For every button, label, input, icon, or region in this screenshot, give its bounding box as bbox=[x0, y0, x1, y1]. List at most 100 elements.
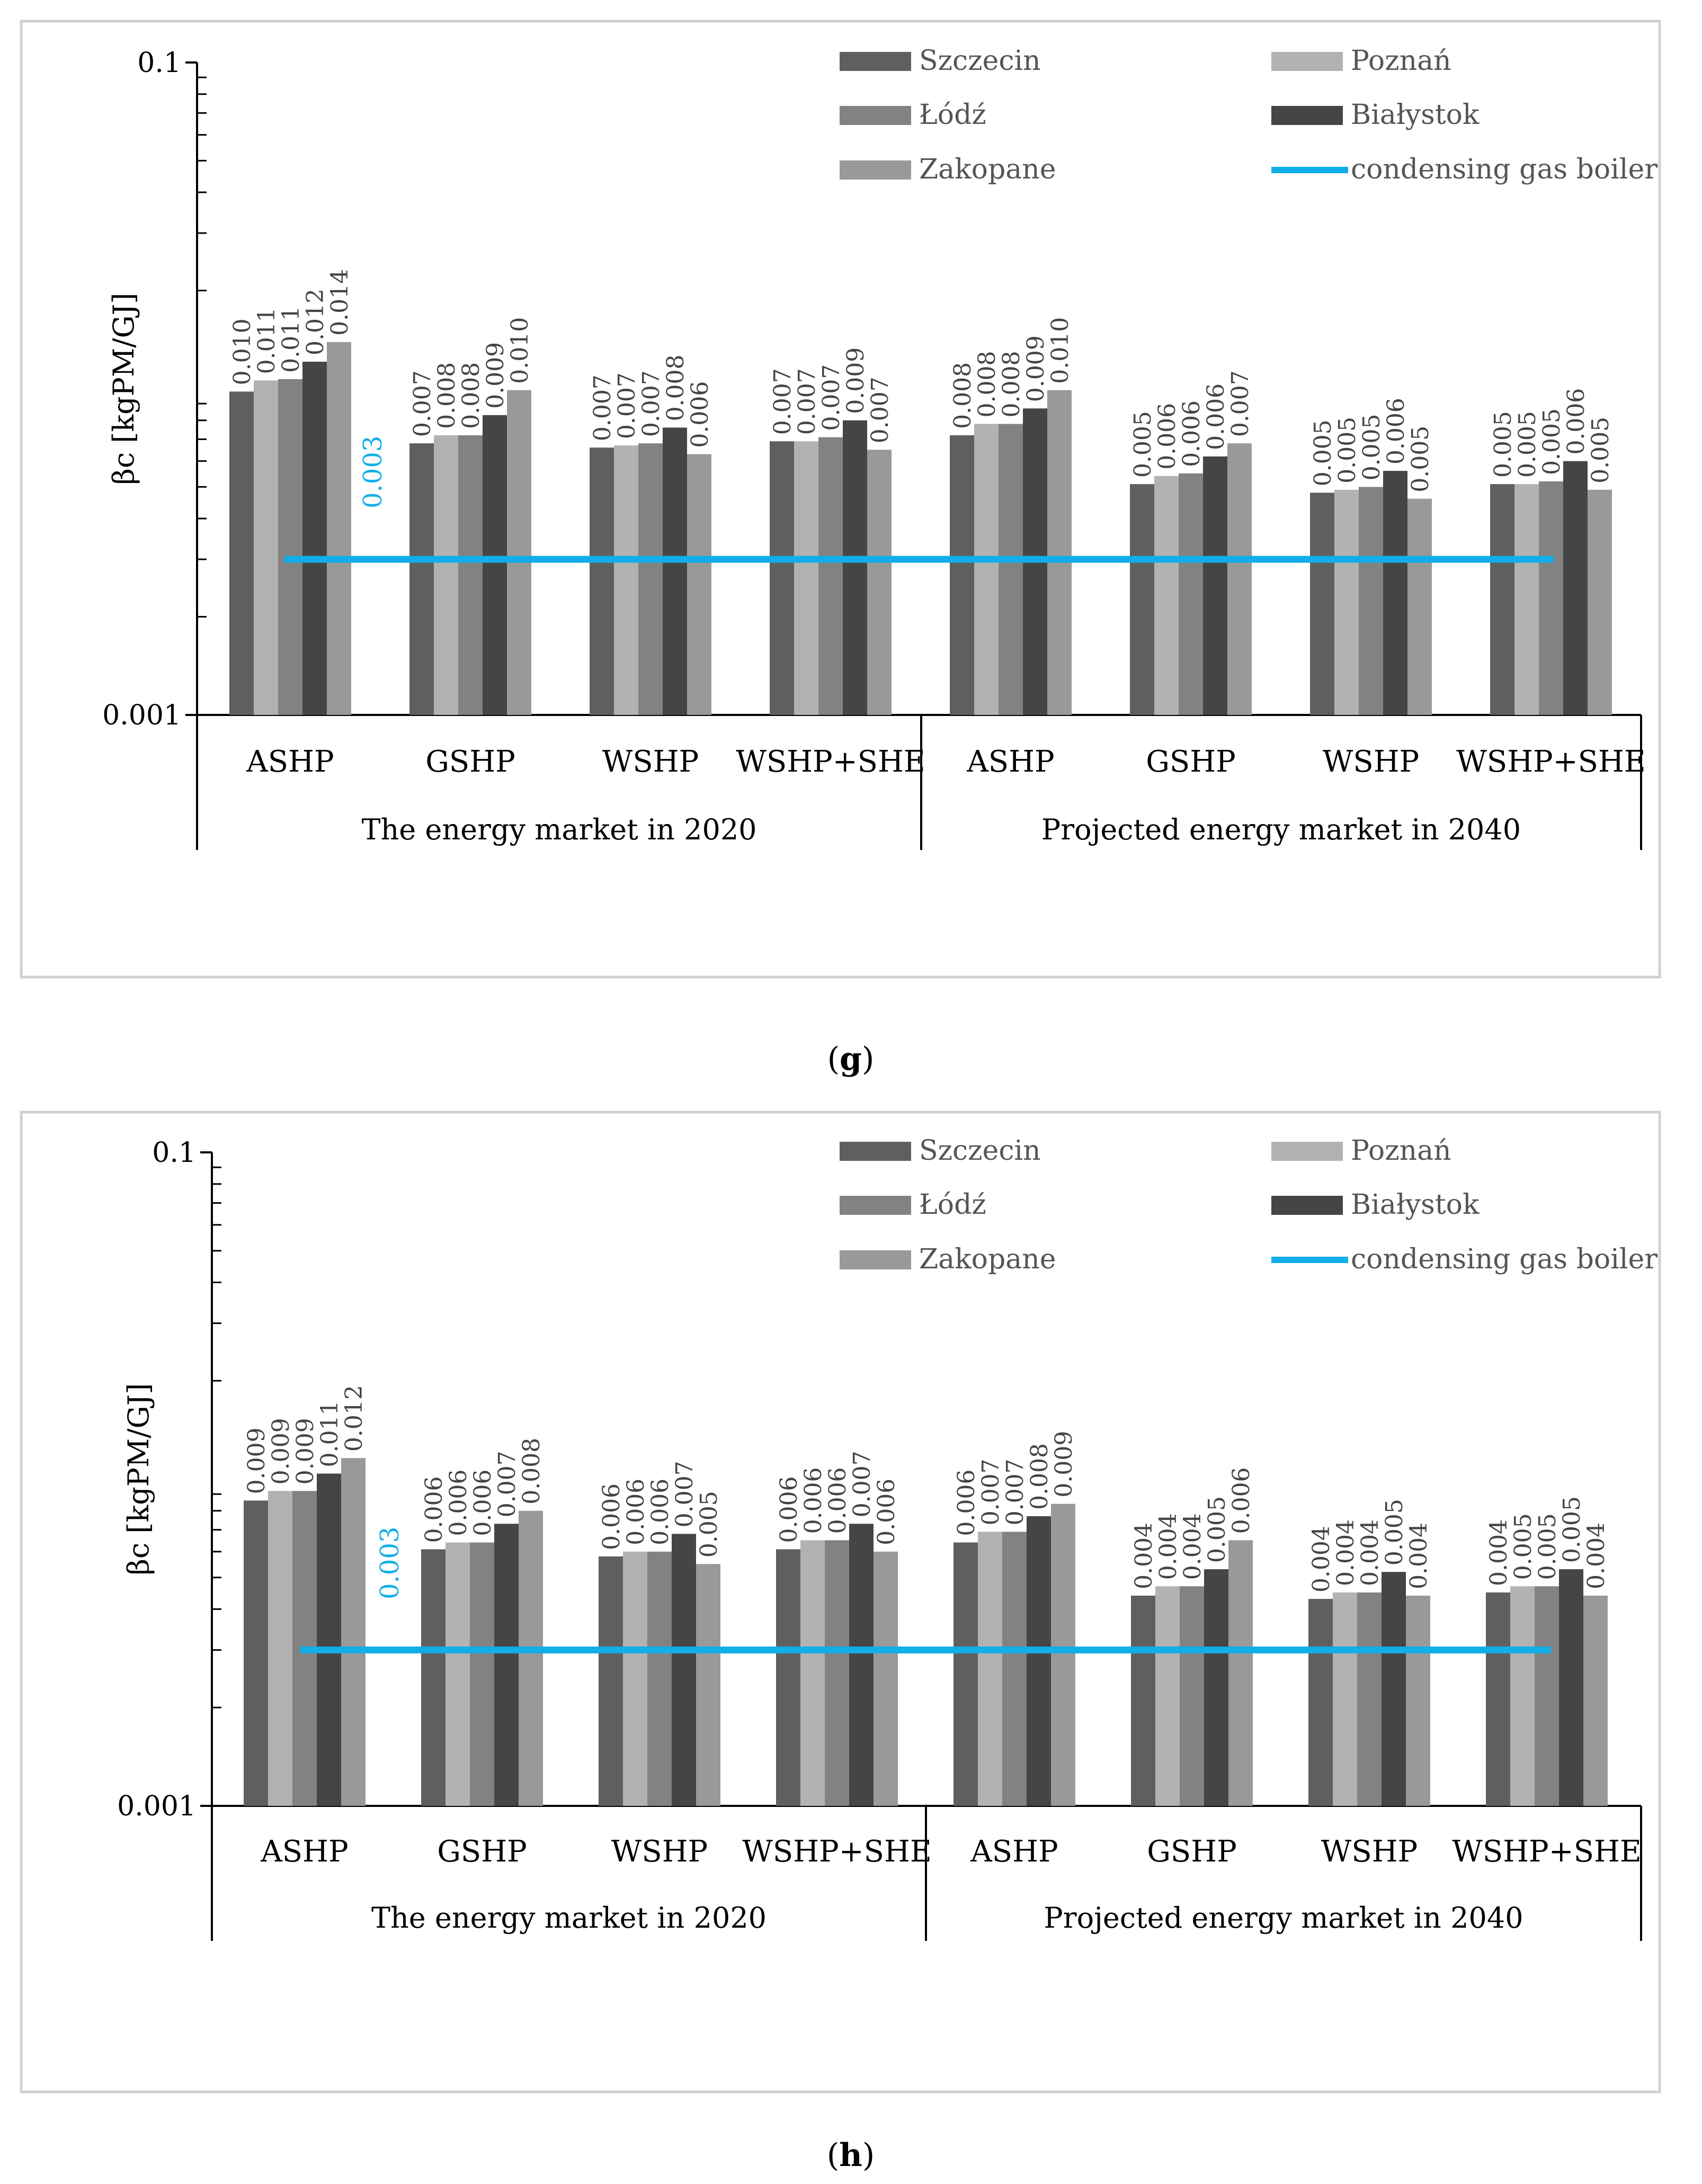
bar bbox=[507, 390, 531, 715]
bar bbox=[1154, 476, 1179, 715]
bar bbox=[244, 1500, 268, 1806]
bar bbox=[268, 1491, 292, 1806]
bar-data-label: 0.011 bbox=[253, 307, 280, 374]
x-tick-label: GSHP bbox=[425, 745, 515, 779]
bar bbox=[849, 1524, 874, 1806]
bar-data-label: 0.005 bbox=[1538, 408, 1565, 475]
bar-data-label: 0.007 bbox=[671, 1461, 698, 1527]
bar bbox=[1180, 1586, 1204, 1806]
chart-frame bbox=[20, 20, 1661, 979]
bar-data-label: 0.006 bbox=[1563, 388, 1590, 455]
bar bbox=[1407, 498, 1432, 715]
bar-data-label: 0.004 bbox=[1308, 1526, 1335, 1592]
bar-data-label: 0.006 bbox=[622, 1479, 649, 1545]
bar bbox=[770, 441, 794, 715]
bar-data-label: 0.005 bbox=[1381, 1499, 1408, 1565]
y-tick-label: 0.1 bbox=[152, 1137, 196, 1169]
bar bbox=[1334, 489, 1359, 715]
bar-data-label: 0.012 bbox=[302, 289, 329, 355]
x-group-label: The energy market in 2020 bbox=[371, 1901, 767, 1935]
bar-data-label: 0.007 bbox=[769, 368, 796, 435]
bar-data-label: 0.007 bbox=[409, 370, 436, 437]
bar-data-label: 0.006 bbox=[598, 1483, 625, 1550]
y-tick-label: 0.001 bbox=[102, 700, 181, 731]
bar bbox=[599, 1556, 623, 1806]
bar bbox=[843, 420, 867, 715]
bar bbox=[1490, 484, 1514, 715]
legend-label: Białystok bbox=[1351, 99, 1480, 131]
x-tick-label: ASHP bbox=[260, 1834, 348, 1869]
bar bbox=[818, 437, 843, 715]
x-group-label: Projected energy market in 2040 bbox=[1044, 1901, 1523, 1935]
legend-swatch bbox=[1271, 1142, 1343, 1161]
bar bbox=[1051, 1503, 1075, 1806]
bar-data-label: 0.006 bbox=[687, 381, 714, 448]
legend-label: Łódź bbox=[919, 99, 986, 131]
legend-label: Zakopane bbox=[919, 154, 1056, 185]
legend-label: Poznań bbox=[1351, 45, 1451, 77]
legend-swatch bbox=[1271, 1196, 1343, 1215]
bar-data-label: 0.006 bbox=[776, 1476, 803, 1543]
bar-data-label: 0.005 bbox=[1407, 426, 1434, 493]
bar bbox=[341, 1458, 366, 1806]
bar bbox=[470, 1542, 494, 1806]
y-axis-title: βc [kgPM/GJ] bbox=[107, 293, 140, 485]
bar-data-label: 0.011 bbox=[278, 306, 305, 373]
legend-swatch bbox=[840, 52, 911, 71]
bar bbox=[696, 1564, 720, 1806]
bar-data-label: 0.007 bbox=[1227, 370, 1254, 437]
bar bbox=[800, 1540, 825, 1806]
bar bbox=[494, 1524, 519, 1806]
x-tick-label: WSHP+SHE bbox=[1456, 745, 1645, 779]
bar bbox=[867, 450, 892, 715]
bar-data-label: 0.005 bbox=[1514, 411, 1541, 478]
bar bbox=[1310, 493, 1334, 715]
bar bbox=[825, 1540, 849, 1806]
bar-data-label: 0.006 bbox=[1202, 383, 1229, 450]
bar-data-label: 0.005 bbox=[1204, 1496, 1231, 1563]
bar-data-label: 0.005 bbox=[1129, 411, 1156, 478]
bar-data-label: 0.007 bbox=[794, 368, 821, 435]
bar-data-label: 0.007 bbox=[977, 1458, 1004, 1525]
bar-data-label: 0.007 bbox=[613, 372, 640, 439]
bar bbox=[1406, 1595, 1430, 1806]
bar-data-label: 0.006 bbox=[824, 1467, 851, 1534]
bar bbox=[327, 342, 351, 715]
bar-data-label: 0.005 bbox=[1490, 411, 1517, 478]
bar bbox=[1510, 1586, 1535, 1806]
bar-data-label: 0.005 bbox=[1334, 417, 1361, 484]
bar bbox=[317, 1473, 341, 1806]
bar bbox=[1204, 1569, 1228, 1806]
bar-data-label: 0.006 bbox=[445, 1470, 472, 1536]
chart-frame bbox=[20, 1111, 1661, 2093]
bar bbox=[1535, 1586, 1559, 1806]
reference-line-label: 0.003 bbox=[358, 436, 388, 508]
legend-swatch bbox=[840, 106, 911, 125]
bar-data-label: 0.009 bbox=[1022, 335, 1049, 402]
bar-data-label: 0.007 bbox=[867, 377, 894, 443]
x-tick-label: WSHP+SHE bbox=[742, 1834, 931, 1869]
bar-data-label: 0.005 bbox=[1309, 419, 1336, 486]
bar-data-label: 0.004 bbox=[1357, 1519, 1384, 1586]
bar bbox=[1486, 1592, 1510, 1806]
bar bbox=[434, 435, 458, 715]
legend-swatch bbox=[1271, 106, 1343, 125]
bar-data-label: 0.010 bbox=[1047, 317, 1074, 384]
x-tick-label: WSHP bbox=[602, 745, 699, 779]
bar-data-label: 0.008 bbox=[458, 362, 485, 429]
bar-data-label: 0.005 bbox=[1558, 1496, 1585, 1563]
bar bbox=[458, 435, 483, 715]
bar bbox=[1179, 473, 1203, 715]
bar bbox=[623, 1551, 647, 1806]
bar bbox=[1563, 461, 1588, 715]
x-tick-label: GSHP bbox=[1146, 745, 1236, 779]
x-tick-label: ASHP bbox=[970, 1834, 1058, 1869]
panel-label: (h) bbox=[827, 2137, 875, 2174]
bar-data-label: 0.007 bbox=[849, 1451, 876, 1517]
bar-data-label: 0.014 bbox=[326, 269, 353, 336]
bar-data-label: 0.010 bbox=[229, 318, 256, 385]
bar bbox=[614, 445, 638, 715]
panel-label: (g) bbox=[827, 1041, 875, 1078]
x-tick-label: GSHP bbox=[437, 1834, 527, 1869]
